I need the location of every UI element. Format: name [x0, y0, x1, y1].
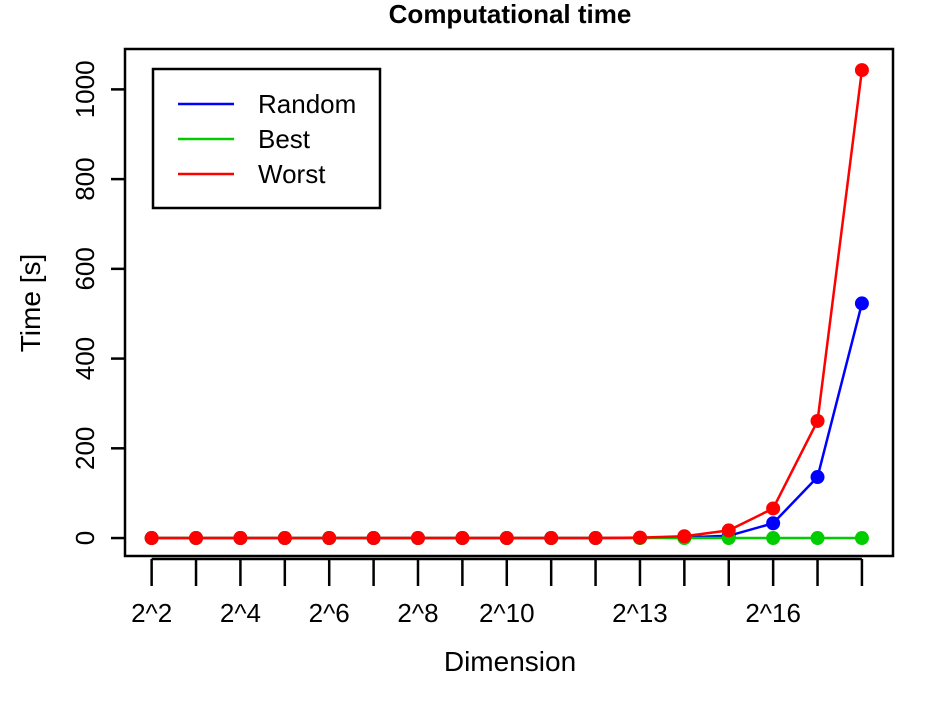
data-point-random — [810, 470, 825, 485]
y-tick-label: 200 — [70, 427, 100, 470]
data-point-worst — [233, 531, 248, 546]
data-point-worst — [277, 531, 292, 546]
y-tick-label: 1000 — [70, 60, 100, 118]
data-point-worst — [410, 531, 425, 546]
y-tick-label: 600 — [70, 247, 100, 290]
data-point-worst — [766, 501, 781, 516]
x-tick-label: 2^13 — [612, 598, 668, 628]
series-points — [144, 63, 869, 546]
data-point-best — [766, 531, 781, 546]
data-point-worst — [810, 413, 825, 428]
x-tick-label: 2^2 — [131, 598, 172, 628]
data-point-worst — [189, 531, 204, 546]
y-tick-label: 800 — [70, 157, 100, 200]
series-line-random — [151, 303, 864, 540]
y-axis: 0 200 400 600 800 1000 — [70, 60, 125, 545]
data-point-worst — [721, 523, 736, 538]
y-tick-label: 0 — [70, 531, 100, 545]
legend-label-best: Best — [258, 124, 311, 154]
legend-label-worst: Worst — [258, 159, 326, 189]
data-point-best — [810, 531, 825, 546]
data-point-best — [854, 531, 869, 546]
x-tick-label: 2^8 — [397, 598, 438, 628]
x-axis-label: Dimension — [444, 646, 576, 677]
data-point-worst — [588, 531, 603, 546]
legend: Random Best Worst — [151, 67, 382, 210]
x-tick-label: 2^10 — [479, 598, 535, 628]
data-point-worst — [544, 531, 559, 546]
x-axis: 2^2 2^4 2^6 2^8 2^10 2^13 2^16 — [131, 557, 864, 628]
legend-label-random: Random — [258, 89, 356, 119]
data-point-worst — [322, 531, 337, 546]
data-point-worst — [144, 531, 159, 546]
data-point-worst — [455, 531, 470, 546]
y-tick-label: 400 — [70, 337, 100, 380]
data-point-random — [854, 296, 869, 311]
y-axis-label: Time [s] — [15, 254, 46, 353]
data-point-worst — [499, 531, 514, 546]
data-point-random — [766, 516, 781, 531]
plot-frame — [123, 47, 895, 558]
x-tick-label: 2^4 — [220, 598, 261, 628]
x-tick-label: 2^6 — [309, 598, 350, 628]
data-point-worst — [677, 529, 692, 544]
data-point-worst — [366, 531, 381, 546]
data-point-worst — [632, 530, 647, 545]
data-point-worst — [854, 63, 869, 78]
x-tick-label: 2^16 — [745, 598, 801, 628]
chart-title: Computational time — [389, 0, 632, 29]
